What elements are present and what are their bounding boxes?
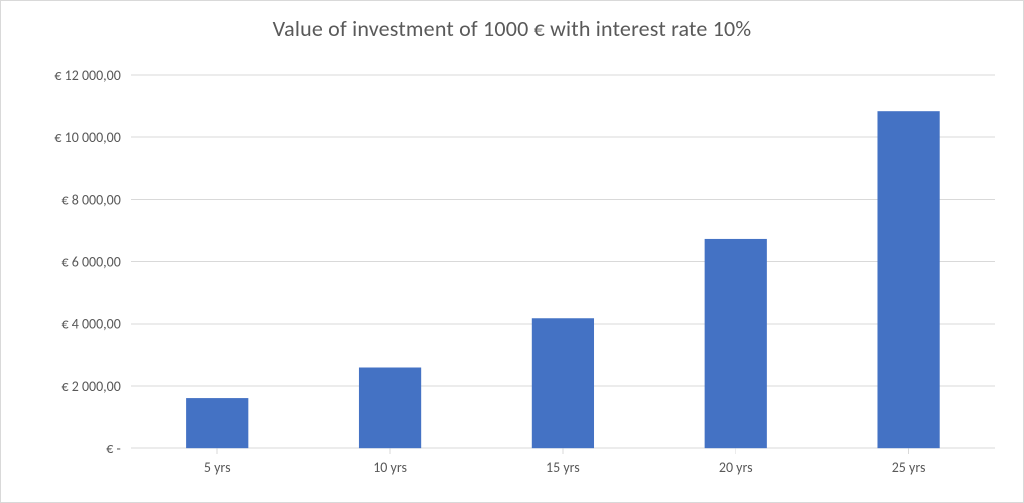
y-axis-tick-label: € 4 000,00 [62, 316, 121, 333]
y-axis-tick-label: € 6 000,00 [62, 254, 121, 271]
bar [532, 318, 594, 448]
bar [359, 368, 421, 449]
x-axis-tick-label: 5 yrs [204, 459, 231, 476]
y-axis-tick-label: € 8 000,00 [62, 191, 121, 208]
chart-frame: Value of investment of 1000 € with inter… [0, 0, 1024, 503]
plot-area-wrapper: € - € 2 000,00 € 4 000,00 € 6 000,00 € 8 000… [31, 65, 1003, 484]
y-axis-tick-label: € - [106, 440, 121, 457]
bar [705, 239, 767, 448]
y-axis-tick-label: € 12 000,00 [54, 67, 120, 84]
y-axis-tick-label: € 10 000,00 [54, 129, 120, 146]
x-axis-tick-label: 20 yrs [719, 459, 753, 476]
y-axis-tick-label: € 2 000,00 [62, 378, 121, 395]
x-axis-tick-label: 15 yrs [546, 459, 580, 476]
x-axis-tick-label: 25 yrs [892, 459, 926, 476]
bar [877, 111, 939, 448]
x-axis-tick-label: 10 yrs [373, 459, 407, 476]
chart-title: Value of investment of 1000 € with inter… [1, 15, 1023, 42]
bar [186, 398, 248, 448]
bar-chart: € - € 2 000,00 € 4 000,00 € 6 000,00 € 8 000… [31, 65, 1003, 484]
